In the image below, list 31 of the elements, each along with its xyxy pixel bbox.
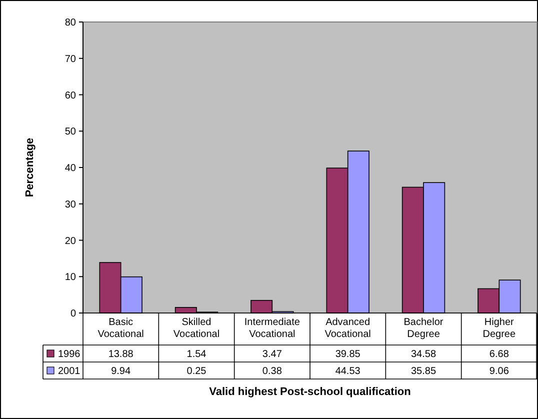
y-tick-label: 50: [64, 126, 76, 138]
data-label: 34.58: [410, 349, 436, 360]
y-tick-label: 80: [64, 18, 76, 28]
y-tick-label: 70: [64, 54, 76, 65]
y-tick-label: 0: [70, 308, 76, 320]
data-label: 44.53: [335, 366, 361, 377]
data-label: 1.54: [186, 349, 207, 360]
data-label: 0.38: [262, 366, 282, 377]
x-tick-label: Advanced Vocational: [324, 317, 371, 340]
data-label: 9.06: [489, 366, 510, 377]
data-label: 3.47: [262, 349, 282, 360]
x-axis-title: Valid highest Post-school qualification: [209, 386, 412, 398]
data-label: 9.94: [111, 366, 131, 377]
data-label: 6.68: [489, 349, 510, 360]
y-tick-label: 30: [64, 199, 76, 210]
x-tick-label: Bachelor Degree: [404, 317, 444, 340]
y-tick-label: 10: [64, 272, 76, 284]
legend-label: 2001: [58, 366, 81, 377]
y-tick-label: 20: [64, 236, 76, 247]
data-label: 13.88: [108, 349, 134, 360]
y-tick-label: 40: [64, 163, 76, 174]
x-tick-label: Higher Degree: [482, 317, 516, 340]
x-tick-label: Skilled Vocational: [173, 317, 220, 340]
x-tick-label: Basic Vocational: [98, 317, 144, 340]
x-tick-label: Intermediate Vocational: [244, 317, 300, 340]
data-label: 39.85: [335, 349, 361, 360]
y-tick-label: 60: [64, 90, 76, 102]
data-label: 35.85: [410, 366, 436, 377]
y-axis-title: Percentage: [24, 138, 36, 198]
legend-label: 1996: [58, 349, 81, 360]
data-label: 0.25: [186, 366, 207, 377]
